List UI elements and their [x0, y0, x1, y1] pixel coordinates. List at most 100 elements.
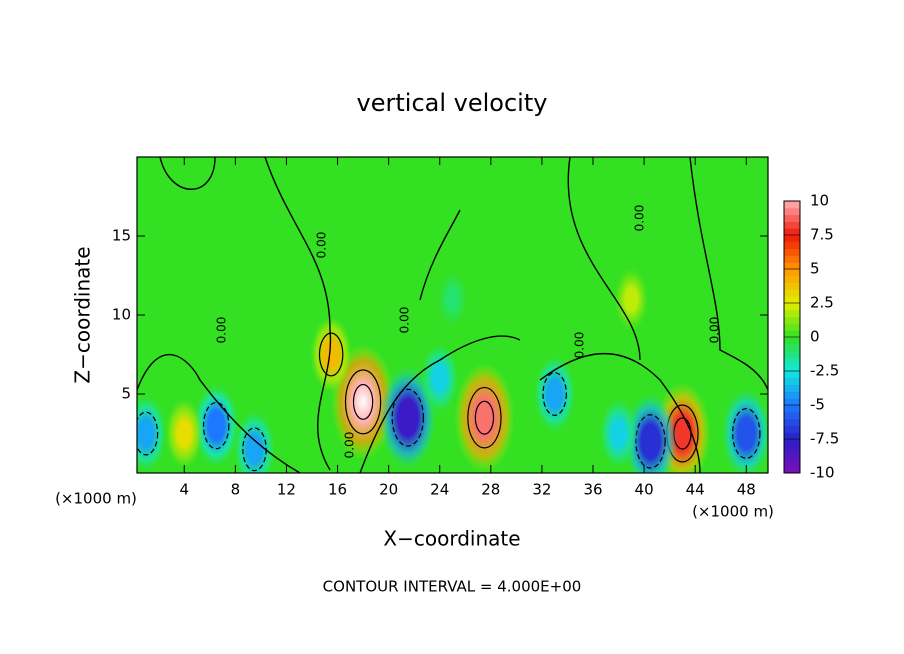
contour-line	[264, 157, 332, 471]
colorbar-segment	[784, 241, 800, 250]
colorbar-segment	[784, 323, 800, 331]
contour-line	[159, 157, 216, 190]
contour-line	[567, 157, 641, 361]
colorbar-segment	[784, 235, 800, 243]
y-tick-label: 10	[112, 306, 131, 324]
colorbar-segment	[784, 214, 800, 222]
field-feature	[137, 394, 168, 473]
colorbar-segment	[784, 398, 800, 406]
colorbar-segment	[784, 432, 800, 440]
colorbar-segment	[784, 248, 800, 256]
colorbar-segment	[784, 255, 800, 263]
contour-line	[137, 411, 159, 456]
y-tick-label: 15	[112, 227, 131, 245]
contour-line	[137, 353, 301, 473]
x-unit-label: (×1000 m)	[692, 503, 774, 521]
field-feature	[533, 355, 576, 433]
contour-line	[344, 369, 382, 435]
colorbar-segment	[784, 418, 800, 426]
x-tick-label: 12	[277, 481, 296, 499]
colorbar-segment	[784, 289, 800, 297]
contour-label: 0.00	[343, 432, 357, 459]
x-tick-label: 44	[686, 481, 705, 499]
colorbar-segment	[784, 282, 800, 290]
x-tick-label: 28	[481, 481, 500, 499]
colorbar-segment	[784, 445, 800, 454]
axes: 4 8 12 16 20 24 28 32 36 40 44 4851015-10-7.5-5-2.5…	[112, 156, 839, 499]
contour-label: 0.00	[315, 232, 329, 259]
colorbar-segment	[784, 466, 800, 474]
colorbar-segment	[784, 262, 800, 270]
chart-title: vertical velocity	[357, 89, 548, 117]
colorbar-segment	[784, 364, 800, 372]
colorbar-tick-label: -2.5	[810, 362, 839, 380]
x-tick-label: 36	[583, 481, 602, 499]
colorbar-tick-label: 5	[810, 260, 820, 278]
field-feature	[164, 397, 204, 470]
colorbar-segment	[784, 207, 800, 216]
colorbar-segment	[784, 439, 800, 447]
colorbar-tick-label: 2.5	[810, 294, 834, 312]
x-tick-label: 48	[737, 481, 756, 499]
x-tick-label: 20	[379, 481, 398, 499]
contour-line	[318, 332, 344, 377]
contour-label: 0.00	[573, 332, 587, 359]
colorbar-segment	[784, 337, 800, 345]
colorbar-segment	[784, 377, 800, 386]
contour-label: 0.00	[708, 317, 722, 344]
contour-interval-note: CONTOUR INTERVAL = 4.000E+00	[323, 578, 582, 596]
contour-line	[467, 386, 502, 449]
contour-line	[542, 372, 567, 416]
field-feature	[454, 362, 515, 473]
contour-line	[539, 352, 701, 473]
field-feature	[613, 266, 649, 332]
field-feature	[436, 270, 469, 329]
x-tick-label: 8	[231, 481, 241, 499]
contour-line	[474, 400, 495, 435]
colorbar-segment	[784, 350, 800, 358]
contour-line	[689, 157, 768, 391]
contour-line	[391, 388, 425, 447]
field-feature	[721, 388, 768, 473]
colorbar-segment	[784, 316, 800, 324]
colorbar-segment	[784, 452, 800, 460]
contour-line	[419, 209, 461, 301]
colorbar-tick-label: 0	[810, 328, 820, 346]
colorbar-tick-label: -5	[810, 396, 825, 414]
x-axis-label: X−coordinate	[383, 527, 520, 551]
colorbar-tick-label: -7.5	[810, 430, 839, 448]
colorbar-segment	[784, 459, 800, 467]
x-tick-label: 40	[635, 481, 654, 499]
colorbar-segment	[784, 303, 800, 311]
x-tick-label: 16	[328, 481, 347, 499]
colorbar-segment	[784, 309, 800, 318]
colorbar-segment	[784, 411, 800, 420]
colorbar-segment	[784, 343, 800, 352]
colorbar-segment	[784, 221, 800, 229]
field-feature	[599, 397, 638, 470]
y-tick-label: 5	[121, 385, 131, 403]
contour-line	[352, 383, 374, 420]
colorbar-segment	[784, 357, 800, 365]
contour-line	[359, 335, 521, 473]
colorbar-tick-label: 7.5	[810, 226, 834, 244]
colorbar-segment	[784, 269, 800, 277]
colorbar-tick-label: -10	[810, 464, 835, 482]
contour-label: 0.00	[633, 205, 647, 232]
colorbar-segment	[784, 384, 800, 392]
colorbar-segment	[784, 275, 800, 284]
colorbar-segment	[784, 371, 800, 379]
colorbar-segment	[784, 296, 800, 304]
colorbar-tick-label: 10	[810, 192, 829, 210]
contour-line	[202, 401, 230, 450]
x-tick-label: 4	[179, 481, 189, 499]
x-unit-label: (×1000 m)	[55, 490, 137, 508]
colorbar-segment	[784, 330, 800, 338]
x-tick-label: 24	[430, 481, 449, 499]
colorbar-segment	[784, 228, 800, 236]
x-tick-label: 32	[532, 481, 551, 499]
colorbar-segment	[784, 425, 800, 433]
plot-area: 0.00 0.00 0.00 0.00 0.00 0.00 0.00	[137, 157, 768, 473]
colorbar-segment	[784, 405, 800, 413]
